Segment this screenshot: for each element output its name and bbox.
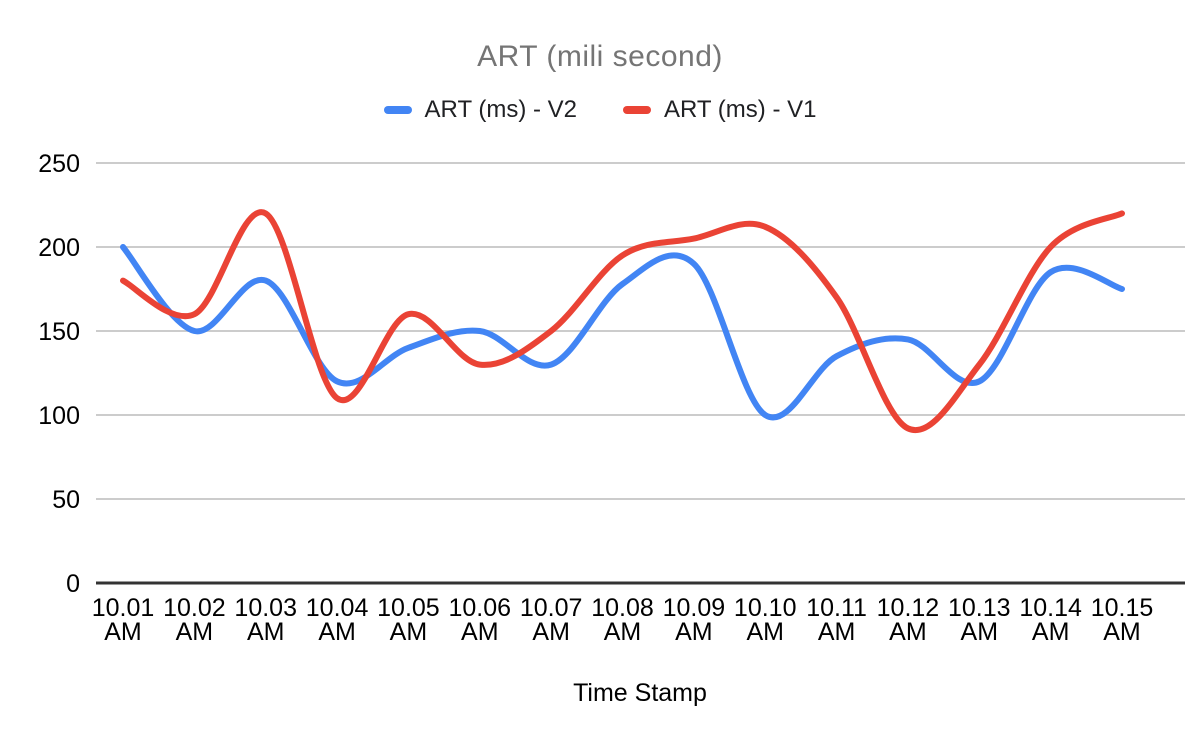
- legend-label-v2: ART (ms) - V2: [424, 96, 577, 123]
- legend-label-v1: ART (ms) - V1: [664, 96, 817, 123]
- x-tick-label: 10.10 AM: [734, 594, 797, 646]
- chart-title: ART (mili second): [477, 40, 723, 73]
- x-tick-label: 10.14 AM: [1019, 594, 1082, 646]
- y-tick-label: 100: [38, 402, 80, 430]
- x-tick-label: 10.09 AM: [663, 594, 726, 646]
- x-tick-label: 10.06 AM: [449, 594, 512, 646]
- x-tick-label: 10.01 AM: [92, 594, 155, 646]
- chart-legend: ART (ms) - V2 ART (ms) - V1: [0, 96, 1200, 124]
- x-tick-label: 10.12 AM: [877, 594, 940, 646]
- series-line-v2[interactable]: [120, 244, 1125, 421]
- x-tick-label: 10.05 AM: [377, 594, 440, 646]
- x-tick-label: 10.07 AM: [520, 594, 583, 646]
- x-tick-label: 10.15 AM: [1091, 594, 1154, 646]
- x-axis-title: Time Stamp: [573, 679, 707, 707]
- legend-item-v2[interactable]: ART (ms) - V2: [383, 96, 577, 124]
- legend-swatch-v2: [383, 106, 412, 114]
- y-tick-label: 50: [52, 486, 80, 514]
- x-tick-label: 10.03 AM: [234, 594, 297, 646]
- x-tick-label: 10.08 AM: [591, 594, 654, 646]
- y-tick-label: 200: [38, 234, 80, 262]
- legend-swatch-v1: [623, 106, 651, 114]
- y-tick-label: 150: [38, 318, 80, 346]
- legend-item-v1[interactable]: ART (ms) - V1: [623, 96, 816, 124]
- x-tick-label: 10.11 AM: [806, 594, 867, 646]
- x-tick-label: 10.02 AM: [163, 594, 226, 646]
- y-tick-label: 250: [38, 150, 80, 178]
- y-tick-label: 0: [66, 570, 80, 598]
- series-line-v1[interactable]: [120, 209, 1125, 434]
- x-tick-label: 10.04 AM: [306, 594, 369, 646]
- x-tick-label: 10.13 AM: [948, 594, 1011, 646]
